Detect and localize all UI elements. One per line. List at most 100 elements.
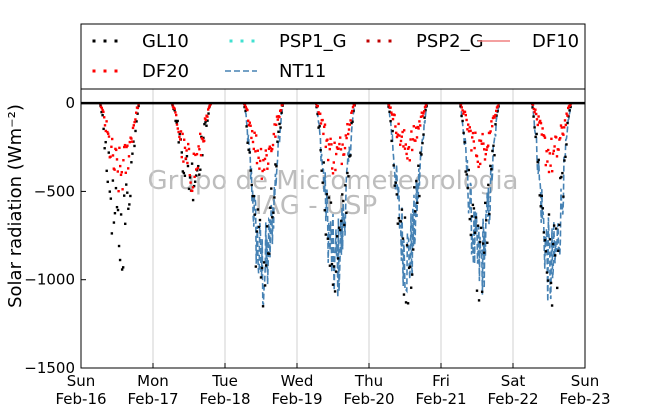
df20-point [534,108,537,111]
gl10-point [541,207,545,210]
df20-point [401,130,404,134]
df20-point [422,112,425,115]
df20-point [553,145,556,148]
gl10-point [349,154,352,157]
df20-point [394,125,397,128]
df20-point [489,130,492,133]
gl10-point [108,190,111,193]
df20-point [109,155,112,158]
df20-point [544,163,547,167]
gl10-point [473,231,477,234]
gl10-point [187,187,191,191]
df20-point [118,146,121,150]
df20-point [537,115,540,118]
df20-point [279,108,283,112]
df20-point [268,145,271,148]
df20-point [208,104,211,107]
df20-point [204,118,207,122]
df20-point [562,133,565,136]
df20-point [192,152,195,155]
gl10-point [491,149,494,153]
df20-point [191,189,194,193]
legend-label: NT11 [279,61,326,82]
df20-point [407,146,411,149]
df20-point [128,140,131,144]
df20-point [406,157,409,160]
df20-point [473,146,476,150]
df20-point [487,144,490,147]
df20-point [557,148,560,151]
gl10-point [128,203,131,206]
df20-point [463,110,467,114]
df20-point [467,123,470,126]
legend-swatch-dot [103,39,107,43]
df20-point [470,149,473,152]
df20-point [563,126,566,129]
df20-point [347,128,351,131]
gl10-point [557,249,560,253]
df20-point [103,116,106,119]
gl10-point [244,109,247,113]
df20-point [197,145,200,148]
gl10-point [325,193,329,196]
df20-point [351,106,355,109]
df20-point [324,145,327,149]
gl10-point [477,299,481,302]
df20-point [251,129,254,133]
df20-point [104,129,107,133]
gl10-point [111,179,115,182]
df20-point [415,136,419,139]
df20-point [181,132,184,136]
gl10-point [423,116,426,119]
df20-point [246,108,249,112]
x-tick-label-day: Sun [571,372,600,390]
gl10-point [540,194,543,198]
gl10-point [252,194,255,198]
gl10-point [275,165,278,168]
df20-point [254,150,257,153]
df20-point [272,132,275,136]
df20-point [409,138,412,141]
gl10-point [561,171,564,175]
x-tick-label-day: Mon [137,372,169,390]
gl10-point [259,276,263,279]
df20-point [123,143,127,147]
df20-point [460,106,463,109]
gl10-point [545,271,549,274]
gl10-point [331,283,335,286]
df20-point [107,132,110,135]
gl10-point [133,144,136,148]
legend-item-psp1_g: PSP1_G [229,31,347,52]
df20-point [551,169,554,173]
gl10-point [418,194,421,198]
df20-point [275,115,279,118]
gl10-point [264,264,268,267]
df20-point [266,167,269,170]
df20-point [547,148,550,152]
df20-point [543,136,547,139]
gl10-point [274,163,277,166]
df20-point [462,112,465,115]
df20-point [252,147,255,151]
df20-point [351,109,354,113]
gl10-point [320,169,323,172]
df20-point [555,136,558,139]
df20-point [496,105,499,108]
gl10-point [341,193,344,196]
df20-point [464,113,467,117]
df20-point [329,137,332,141]
legend-swatch-dot [114,39,118,43]
gl10-point [246,141,249,144]
df20-point [405,152,408,156]
gl10-point [177,141,180,144]
gl10-point [564,155,567,159]
gl10-point [403,216,407,219]
df20-point [255,161,259,165]
gl10-point [105,169,108,173]
df20-point [316,104,319,108]
df20-point [317,111,320,114]
gl10-point [205,124,208,127]
df20-point [335,152,338,156]
df20-point [195,168,198,171]
